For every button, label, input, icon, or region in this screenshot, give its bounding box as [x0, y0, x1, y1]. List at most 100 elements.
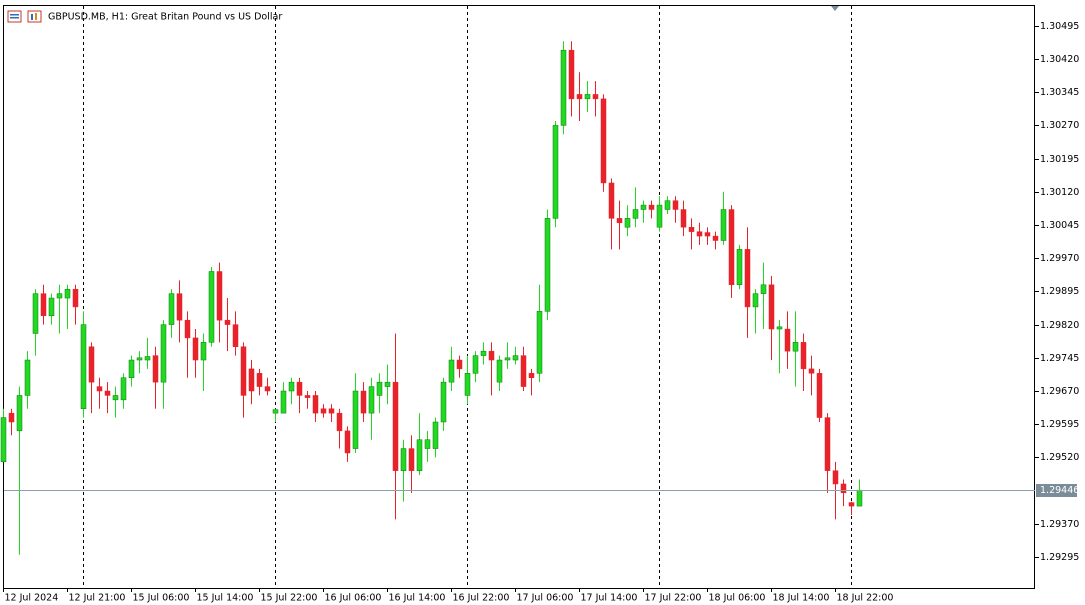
candle-body [768, 284, 775, 330]
icon [27, 10, 42, 23]
x-tick-label: 15 Jul 22:00 [261, 593, 318, 604]
candle-body [704, 232, 711, 237]
candle-body [848, 502, 855, 507]
icon [10, 14, 19, 16]
candle-body [168, 293, 175, 325]
candle-body [400, 448, 407, 471]
candle-body [720, 209, 727, 241]
candle-body [600, 98, 607, 184]
candle-body [184, 319, 191, 339]
candle-body [856, 489, 863, 507]
x-tick-label: 18 Jul 14:00 [773, 593, 830, 604]
candle-body [328, 408, 335, 414]
candle-body [160, 324, 167, 383]
y-tick-label: 1.30345 [1040, 87, 1079, 98]
candle-body [776, 326, 783, 330]
candle-body [336, 412, 343, 432]
candle-body [744, 249, 751, 308]
candle-body [72, 288, 79, 308]
candle-body [728, 209, 735, 286]
y-tick-label: 1.30420 [1040, 54, 1079, 65]
candle-body [120, 377, 127, 401]
candle-body [504, 357, 511, 361]
candle-body [480, 350, 487, 356]
candle-body [24, 359, 31, 396]
shift-marker [831, 6, 839, 11]
candle-body [632, 209, 639, 219]
y-tick-label: 1.29370 [1040, 519, 1079, 530]
candle-body [48, 297, 55, 317]
candle-body [200, 342, 207, 361]
candle-body [224, 319, 231, 325]
x-tick-label: 16 Jul 14:00 [389, 593, 446, 604]
candle-body [640, 204, 647, 210]
title-icons [7, 10, 42, 23]
y-tick-label: 1.29295 [1040, 552, 1079, 563]
candle-body [824, 417, 831, 471]
candle-body [208, 271, 215, 343]
candle-body [360, 390, 367, 414]
y-tick-label: 1.29595 [1040, 419, 1079, 430]
last-price-box [1036, 484, 1077, 497]
candle-body [616, 218, 623, 224]
candle-body [440, 381, 447, 423]
last-price-label: 1.29446 [1040, 485, 1079, 496]
candle-body [344, 430, 351, 454]
candle-body [288, 381, 295, 392]
candle-body [232, 324, 239, 347]
candle-body [808, 368, 815, 374]
candle-body [680, 209, 687, 228]
x-tick-label: 17 Jul 06:00 [517, 593, 574, 604]
candle-body [752, 293, 759, 308]
candle-body [112, 395, 119, 401]
candle-body [784, 328, 791, 352]
x-tick-label: 18 Jul 06:00 [709, 593, 766, 604]
candle-body [712, 235, 719, 241]
y-tick-label: 1.29820 [1040, 320, 1079, 331]
candle-body [280, 390, 287, 414]
candle-body [16, 395, 23, 432]
x-tick-label: 17 Jul 22:00 [645, 593, 702, 604]
candle-body [368, 386, 375, 414]
candle-body [352, 390, 359, 449]
candle-body [296, 381, 303, 396]
y-tick-label: 1.29520 [1040, 452, 1079, 463]
candle-body [568, 49, 575, 100]
candle-body [648, 204, 655, 210]
candle-body [800, 342, 807, 370]
x-tick-label: 16 Jul 22:00 [453, 593, 510, 604]
candle-body [688, 226, 695, 232]
y-tick-label: 1.30045 [1040, 220, 1079, 231]
candle-body [0, 417, 7, 463]
candle-body [496, 359, 503, 383]
candle-body [536, 311, 543, 374]
candle-body [256, 373, 263, 387]
candle-body [512, 355, 519, 361]
candle-body [520, 355, 527, 387]
candle-body [544, 218, 551, 312]
candle-body [136, 357, 143, 361]
candle-body [416, 439, 423, 471]
candle-body [96, 386, 103, 392]
icon [10, 17, 19, 19]
y-tick-label: 1.29895 [1040, 286, 1079, 297]
candle-body [528, 373, 535, 378]
candle-body [608, 182, 615, 219]
candle-body [376, 381, 383, 396]
candle-body [56, 293, 63, 299]
icon [7, 10, 22, 23]
candle-body [584, 94, 591, 100]
candle-body [592, 94, 599, 100]
candle-body [448, 359, 455, 383]
candle-body [216, 271, 223, 321]
candle-body [304, 395, 311, 398]
y-tick-label: 1.29745 [1040, 353, 1079, 364]
candle-body [672, 200, 679, 210]
candle-body [152, 355, 159, 383]
candle-body [408, 448, 415, 471]
candle-body [464, 373, 471, 396]
candle-body [792, 342, 799, 352]
x-tick-label: 17 Jul 14:00 [581, 593, 638, 604]
